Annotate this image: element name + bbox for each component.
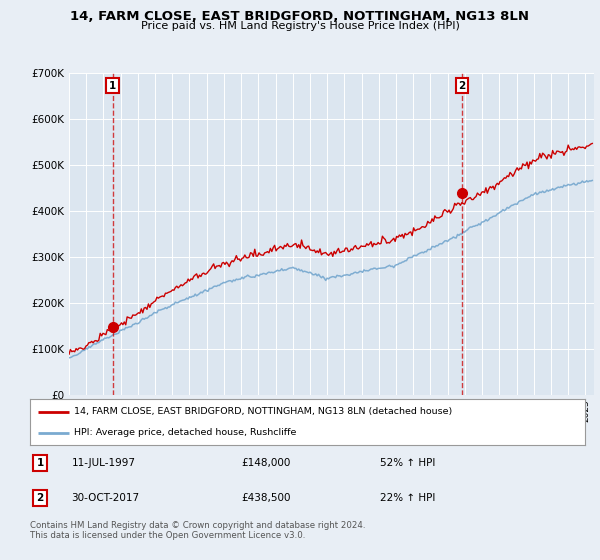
Text: 1: 1: [37, 459, 44, 468]
Text: Price paid vs. HM Land Registry's House Price Index (HPI): Price paid vs. HM Land Registry's House …: [140, 21, 460, 31]
Text: 14, FARM CLOSE, EAST BRIDGFORD, NOTTINGHAM, NG13 8LN (detached house): 14, FARM CLOSE, EAST BRIDGFORD, NOTTINGH…: [74, 407, 452, 416]
Text: 11-JUL-1997: 11-JUL-1997: [71, 459, 136, 468]
Text: £438,500: £438,500: [241, 493, 290, 503]
Text: 30-OCT-2017: 30-OCT-2017: [71, 493, 140, 503]
Text: Contains HM Land Registry data © Crown copyright and database right 2024.
This d: Contains HM Land Registry data © Crown c…: [30, 521, 365, 540]
Text: 2: 2: [37, 493, 44, 503]
Text: HPI: Average price, detached house, Rushcliffe: HPI: Average price, detached house, Rush…: [74, 428, 297, 437]
Text: 1: 1: [109, 81, 116, 91]
Text: 52% ↑ HPI: 52% ↑ HPI: [380, 459, 435, 468]
Text: 14, FARM CLOSE, EAST BRIDGFORD, NOTTINGHAM, NG13 8LN: 14, FARM CLOSE, EAST BRIDGFORD, NOTTINGH…: [71, 10, 530, 23]
Text: 2: 2: [458, 81, 466, 91]
Text: £148,000: £148,000: [241, 459, 290, 468]
Text: 22% ↑ HPI: 22% ↑ HPI: [380, 493, 435, 503]
